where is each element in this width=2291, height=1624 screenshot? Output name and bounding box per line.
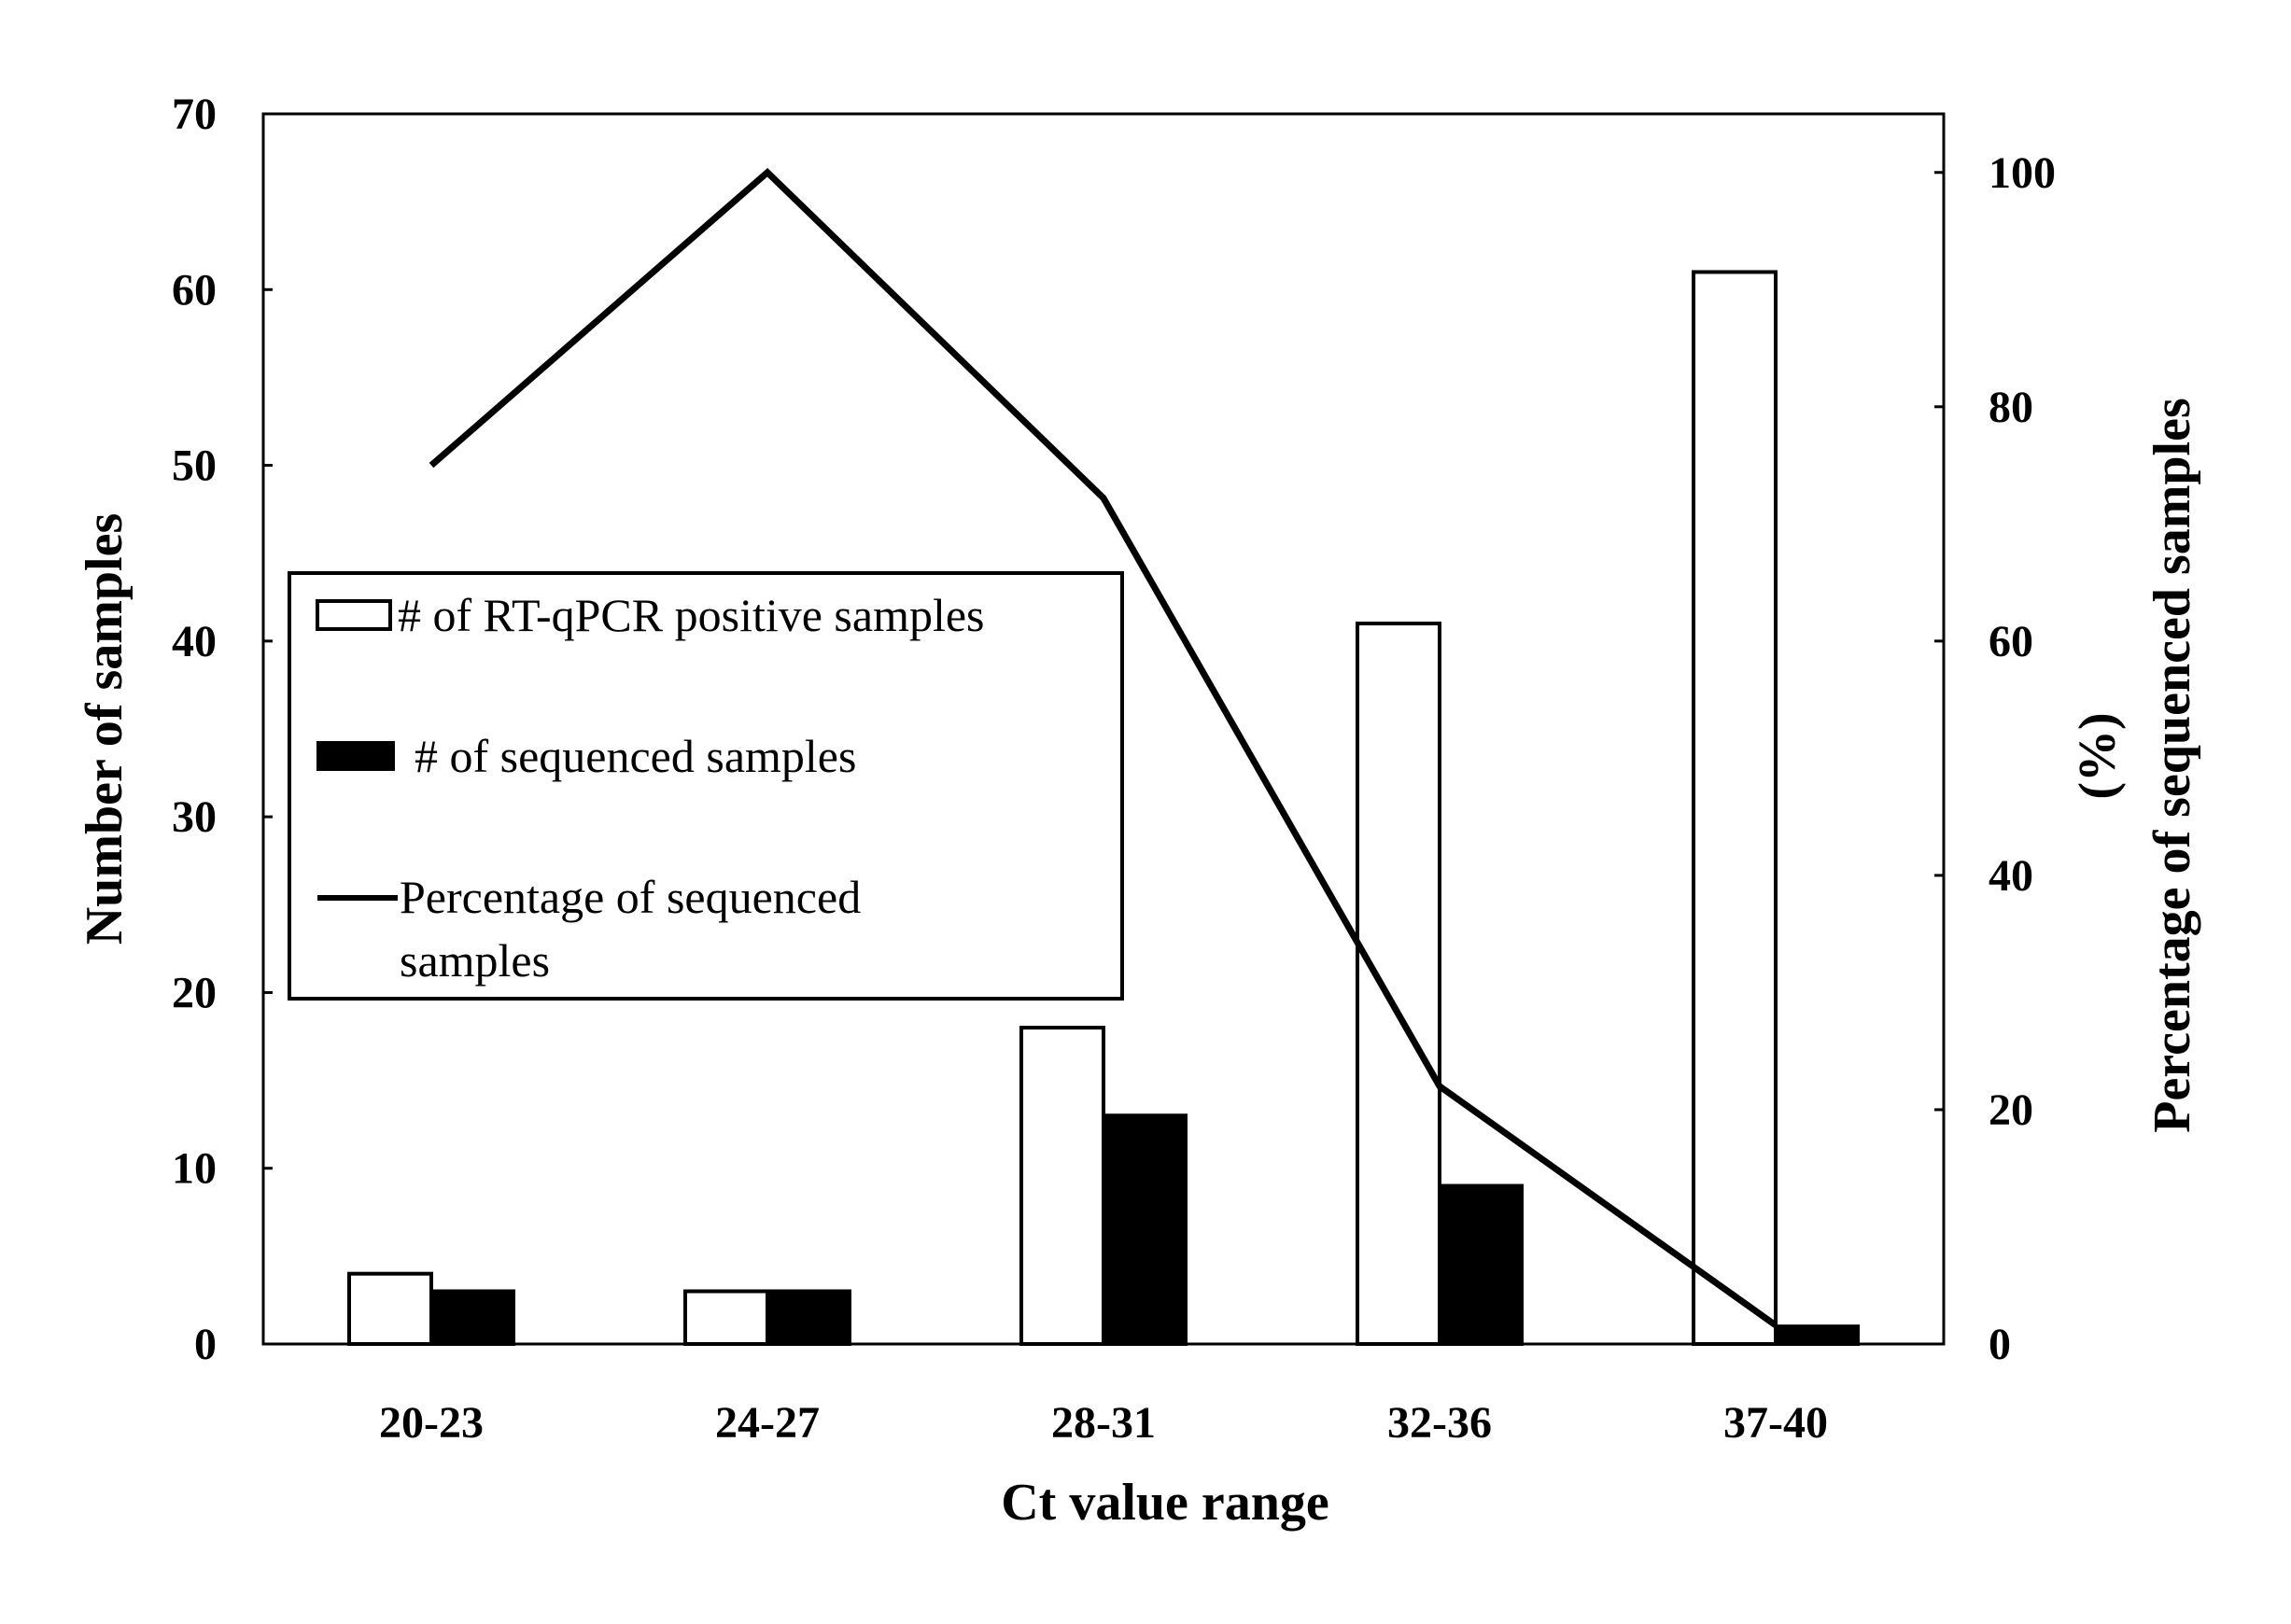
bar-positive-37-40: [1692, 270, 1778, 1346]
left-axis-ticks: 0 10 20 30 40 50 60 70: [172, 90, 273, 1369]
bar-sequenced-32-36: [1438, 1183, 1524, 1346]
right-axis-ticks: 0 20 40 60 80 100: [1934, 148, 2056, 1369]
y-axis-title: Number of samples: [76, 513, 134, 945]
y2-axis-title-line1: Percentage of sequenced samples: [2143, 398, 2201, 1133]
x-tick-label: 32-36: [1387, 1398, 1492, 1448]
y2-tick-label: 80: [1989, 383, 2033, 432]
y-tick-label: 60: [172, 265, 217, 315]
legend-symbol-positive: [316, 599, 392, 631]
y-tick-label: 70: [172, 90, 217, 139]
bar-sequenced-24-27: [766, 1289, 851, 1346]
y-tick-label: 40: [172, 617, 217, 666]
x-tick-label: 24-27: [715, 1398, 820, 1448]
bars-layer: [347, 270, 1860, 1346]
bar-positive-32-36: [1356, 622, 1441, 1346]
bar-sequenced-28-31: [1102, 1113, 1188, 1346]
x-tick-label: 20-23: [379, 1398, 484, 1448]
legend: # of RT-qPCR positive samples # of seque…: [288, 571, 1124, 1001]
x-tick-label: 28-31: [1051, 1398, 1156, 1448]
bar-positive-24-27: [683, 1289, 769, 1346]
y-tick-label: 0: [194, 1320, 217, 1369]
y2-axis-title-line2: (%): [2069, 712, 2127, 799]
bar-positive-20-23: [347, 1271, 433, 1346]
percentage-line: [429, 168, 1778, 1328]
x-axis-ticks: 20-23 24-27 28-31 32-36 37-40: [379, 1398, 1828, 1448]
y-tick-label: 10: [172, 1144, 217, 1194]
bar-positive-28-31: [1019, 1026, 1105, 1346]
y-tick-label: 20: [172, 968, 217, 1017]
legend-symbol-sequenced: [316, 741, 395, 771]
y2-tick-label: 100: [1989, 148, 2056, 198]
y-tick-label: 30: [172, 792, 217, 842]
legend-label-sequenced: # of sequenced samples: [415, 730, 856, 782]
y2-tick-label: 40: [1989, 851, 2033, 901]
legend-label-percentage-line2: samples: [400, 934, 550, 987]
y2-tick-label: 0: [1989, 1320, 2011, 1369]
x-tick-label: 37-40: [1723, 1398, 1828, 1448]
line-layer: [429, 168, 1778, 1328]
legend-box: [288, 571, 1124, 1001]
y-tick-label: 50: [172, 441, 217, 491]
legend-label-percentage-line1: Percentage of sequenced: [400, 871, 861, 923]
legend-label-positive: # of RT-qPCR positive samples: [398, 589, 985, 641]
y2-tick-label: 60: [1989, 617, 2033, 666]
x-axis-title: Ct value range: [1001, 1474, 1329, 1532]
y2-tick-label: 20: [1989, 1085, 2033, 1135]
bar-sequenced-37-40: [1774, 1324, 1860, 1346]
bar-sequenced-20-23: [429, 1289, 515, 1346]
